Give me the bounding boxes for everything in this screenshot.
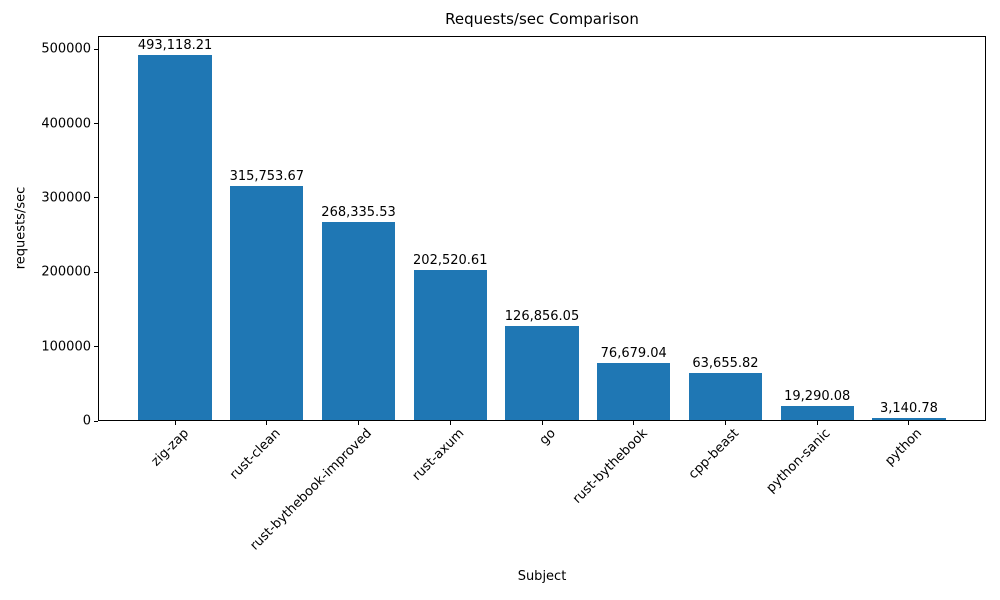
plot-area: 493,118.21 315,753.67 268,335.53 202,520.61… (98, 36, 986, 421)
x-tick-label: rust-clean (226, 426, 284, 483)
y-tick-mark (94, 197, 98, 199)
bar (138, 55, 212, 420)
chart-title: Requests/sec Comparison (445, 10, 639, 28)
y-axis-label: requests/sec (13, 186, 29, 270)
y-tick-mark (94, 420, 98, 422)
y-tick-label: 300000 (41, 190, 91, 206)
bar-value-label: 202,520.61 (413, 253, 488, 269)
y-tick-mark (94, 123, 98, 125)
x-tick-mark (633, 421, 635, 425)
y-tick-label: 400000 (41, 116, 91, 132)
y-tick-label: 500000 (41, 41, 91, 57)
x-tick-mark (724, 421, 726, 425)
bar-value-label: 315,753.67 (229, 169, 304, 185)
bar (505, 326, 579, 420)
bar (321, 221, 396, 420)
bar (780, 405, 854, 420)
bar (688, 372, 763, 420)
x-tick-label: python-sanic (763, 426, 834, 496)
x-tick-mark (816, 421, 818, 425)
y-tick-mark (94, 48, 98, 50)
bar-value-label: 63,655.82 (692, 355, 759, 371)
bar-value-label: 126,856.05 (504, 309, 580, 325)
x-tick-mark (358, 421, 360, 425)
y-tick-label: 200000 (41, 264, 91, 280)
x-tick-mark (908, 421, 910, 425)
y-tick-label: 0 (82, 413, 91, 429)
x-tick-mark (541, 421, 543, 425)
bar-value-label: 19,290.08 (784, 388, 851, 404)
x-tick-mark (449, 421, 451, 425)
x-tick-label: go (536, 426, 559, 449)
bar-value-label: 76,679.04 (600, 346, 667, 362)
x-tick-label: rust-bythebook (569, 426, 651, 507)
x-tick-mark (266, 421, 268, 425)
y-tick-mark (94, 346, 98, 348)
bar (872, 417, 946, 420)
x-tick-label: cpp-beast (685, 426, 743, 483)
bar (597, 363, 671, 420)
x-tick-label: rust-axum (409, 426, 467, 484)
bar (413, 270, 487, 420)
bar (230, 186, 304, 420)
x-tick-mark (174, 421, 176, 425)
bar-value-label: 268,335.53 (321, 204, 396, 220)
x-tick-label: python (882, 426, 926, 469)
y-tick-label: 100000 (41, 339, 91, 355)
x-tick-label: zig-zap (148, 426, 192, 470)
bar-value-label: 3,140.78 (879, 400, 938, 416)
x-axis-label: Subject (517, 569, 567, 584)
bar-value-label: 493,118.21 (137, 38, 213, 54)
y-tick-mark (94, 271, 98, 273)
